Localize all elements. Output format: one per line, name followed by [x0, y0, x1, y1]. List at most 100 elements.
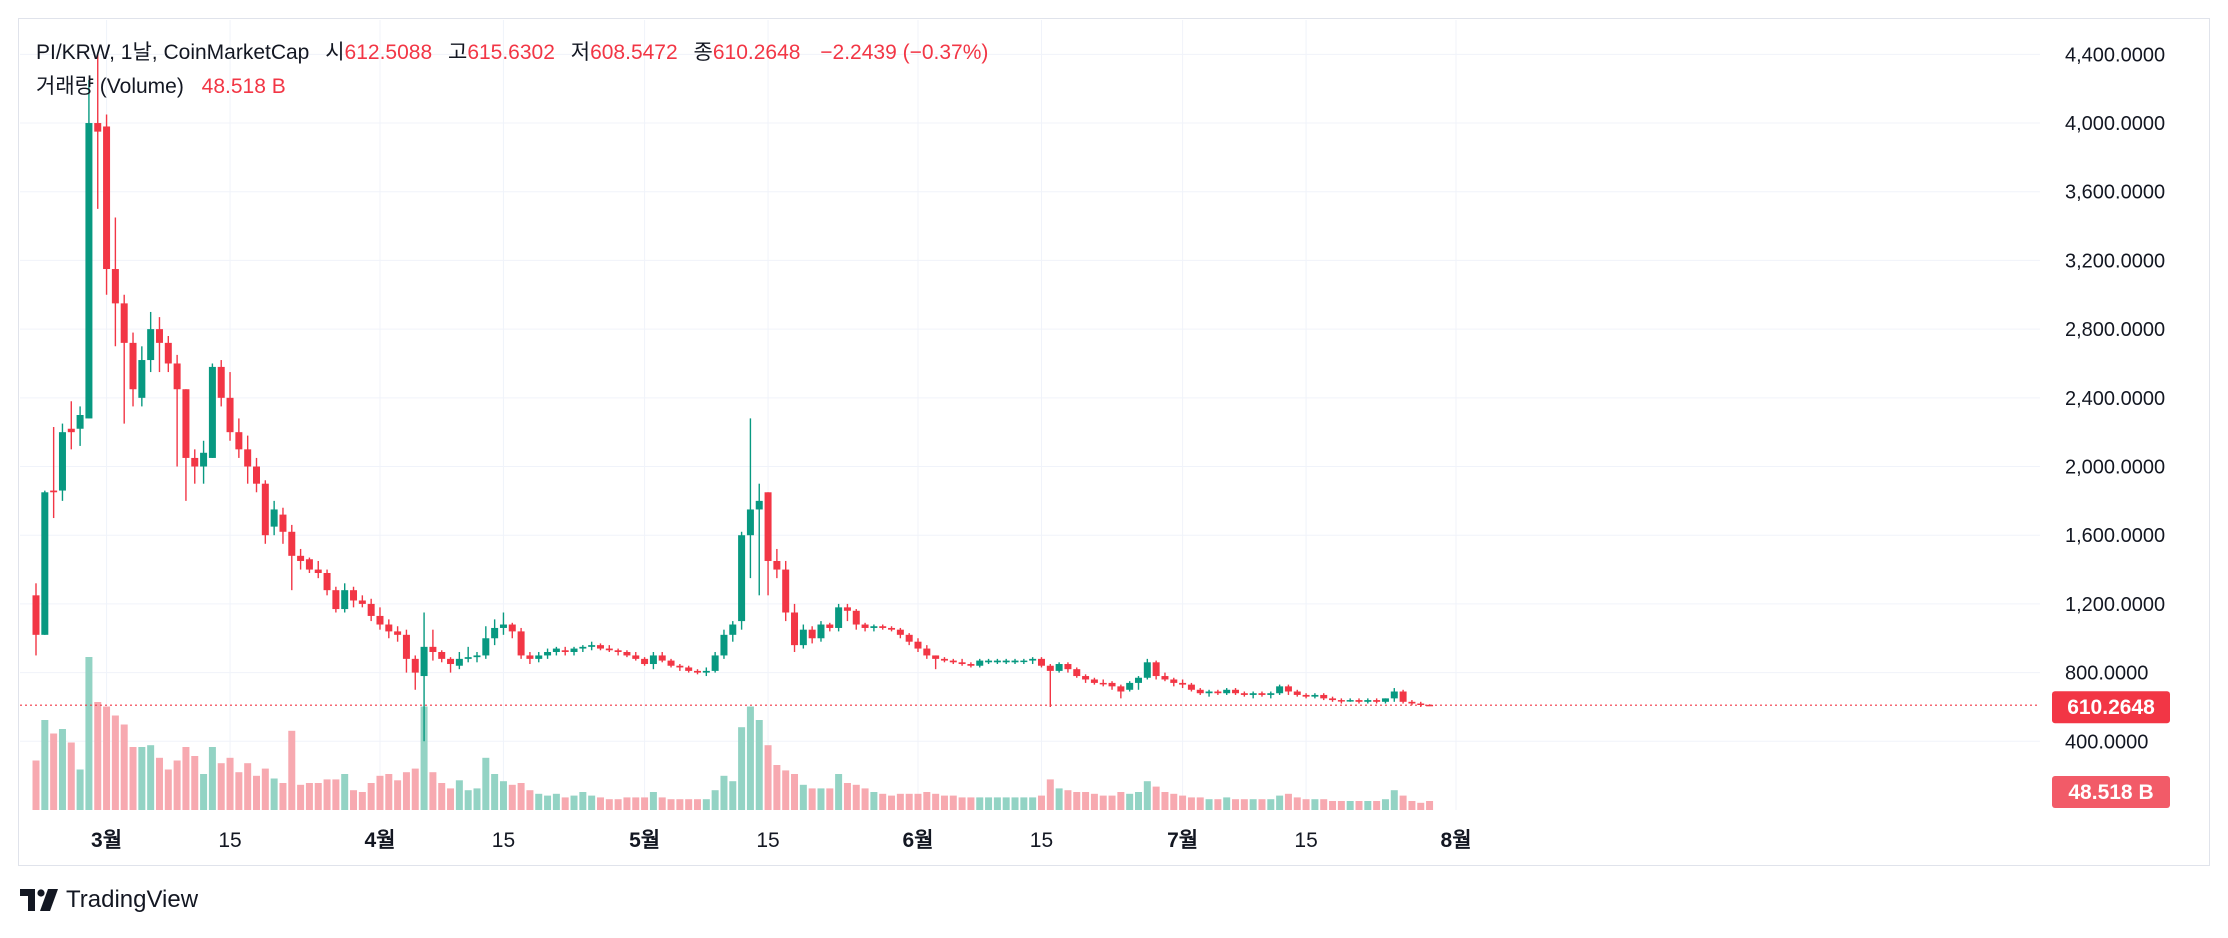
- candle-body: [332, 590, 340, 610]
- candle-body: [711, 655, 719, 671]
- ohlc-legend: PI/KRW, 1날, CoinMarketCap 시612.5088 고615…: [36, 36, 988, 66]
- candle-body: [1373, 700, 1381, 702]
- candle-body: [244, 449, 252, 467]
- candle-body: [746, 509, 754, 536]
- volume-bar: [164, 769, 172, 810]
- volume-bar: [323, 779, 331, 810]
- volume-bar: [341, 774, 349, 810]
- candle-body: [85, 123, 93, 419]
- volume-bar: [270, 778, 278, 810]
- candle-body: [1417, 703, 1425, 706]
- volume-bar: [279, 783, 287, 810]
- candle-body: [1329, 698, 1337, 701]
- candle-body: [967, 664, 975, 666]
- candle-body: [544, 652, 552, 656]
- candle-body: [1011, 660, 1019, 663]
- price-axis[interactable]: 400.0000 800.0000 1,200.0000 1,600.0000 2,00…: [2065, 44, 2165, 753]
- time-tick-label: 15: [218, 829, 241, 852]
- volume-bar: [738, 727, 746, 810]
- candle-body: [464, 657, 472, 659]
- candle-body: [1037, 658, 1045, 666]
- price-tick-label: 800.0000: [2065, 663, 2148, 685]
- candle-body: [314, 569, 322, 573]
- candle-body: [1399, 691, 1407, 702]
- price-tick-label: 2,400.0000: [2065, 388, 2165, 410]
- candle-body: [208, 366, 216, 458]
- candle-body: [1240, 693, 1248, 695]
- last-volume-tag-label: 48.518 B: [2068, 781, 2153, 804]
- candle-body: [729, 624, 737, 635]
- candle-body: [235, 432, 243, 450]
- price-tick-label: 3,200.0000: [2065, 250, 2165, 272]
- volume-bar: [1381, 799, 1389, 810]
- volume-bar: [914, 793, 922, 810]
- volume-bar: [711, 790, 719, 810]
- volume-bar: [1408, 801, 1416, 810]
- volume-bar: [1258, 799, 1266, 810]
- volume-bar: [694, 799, 701, 810]
- volume-bar: [464, 790, 472, 810]
- volume-bar: [579, 792, 587, 810]
- volume-bar: [1187, 797, 1195, 810]
- volume-bar: [1355, 801, 1363, 810]
- candle-body: [923, 648, 931, 656]
- candle-body: [958, 662, 966, 665]
- candle-body: [1108, 682, 1116, 687]
- candle-body: [67, 428, 75, 433]
- volume-bar: [764, 745, 772, 810]
- candle-body: [1002, 660, 1010, 663]
- volume-bar: [482, 757, 490, 810]
- volume-label[interactable]: 거래량 (Volume): [36, 75, 184, 98]
- tradingview-brand[interactable]: TradingView: [20, 886, 198, 914]
- candle-body: [1029, 658, 1037, 661]
- volume-bar: [967, 797, 975, 810]
- volume-bar: [535, 793, 543, 810]
- candle-body: [1064, 664, 1072, 670]
- volume-bar: [932, 793, 940, 810]
- candle-body: [1267, 693, 1275, 695]
- volume-bar: [1046, 779, 1054, 810]
- candle-body: [843, 607, 851, 611]
- volume-bar: [1073, 792, 1081, 810]
- candle-body: [164, 342, 172, 364]
- price-tags: 610.2648 48.518 B: [2052, 691, 2170, 808]
- volume-bar: [870, 792, 878, 810]
- volume-bar: [1426, 801, 1434, 810]
- volume-bar: [658, 797, 666, 810]
- volume-bar: [993, 797, 1001, 810]
- volume-bar: [350, 790, 358, 810]
- candle-body: [138, 360, 146, 398]
- volume-bar: [1143, 781, 1151, 810]
- candle-body: [455, 658, 463, 666]
- candle-body: [755, 500, 763, 510]
- candle-body: [808, 629, 816, 639]
- candle-body: [870, 626, 878, 628]
- candle-body: [120, 303, 128, 343]
- last-volume-tag: [2052, 776, 2170, 808]
- candle-body: [993, 660, 1001, 663]
- last-price-tag-label: 610.2648: [2067, 696, 2155, 719]
- candle-body: [1320, 694, 1328, 699]
- grid-lines: [20, 20, 2040, 810]
- symbol-title[interactable]: PI/KRW, 1날, CoinMarketCap: [36, 41, 310, 64]
- volume-bar: [614, 799, 622, 810]
- candle-body: [261, 483, 269, 536]
- volume-bar: [676, 799, 684, 810]
- volume-bar: [905, 793, 913, 810]
- volume-bar: [685, 799, 693, 810]
- volume-bar: [561, 797, 569, 810]
- candle-body: [782, 569, 790, 613]
- time-axis[interactable]: 3월 15 4월 15 5월 15 6월 15 7월 15 8월: [91, 829, 1471, 852]
- candle-body: [596, 645, 604, 649]
- volume-bar: [261, 768, 269, 810]
- candle-body: [147, 329, 155, 361]
- candle-body: [323, 573, 331, 591]
- time-tick-label: 5월: [629, 829, 660, 852]
- volume-bar: [1284, 793, 1292, 810]
- volume-bar: [1293, 797, 1301, 810]
- candle-body: [1337, 700, 1345, 702]
- candle-body: [1205, 691, 1213, 694]
- candle-body: [1082, 676, 1090, 680]
- chart-frame[interactable]: [18, 18, 2210, 866]
